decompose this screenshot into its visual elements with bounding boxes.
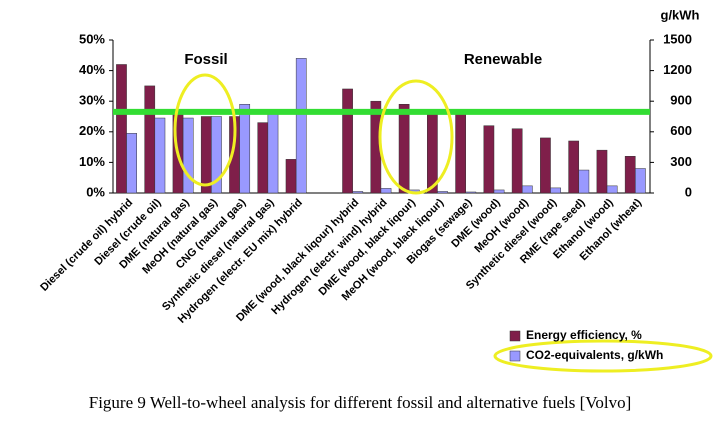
y-tick-label: 30%: [79, 93, 105, 108]
plot: 0%10%20%30%40%50%030060090012001500Diese…: [38, 31, 692, 325]
bar: [624, 156, 636, 194]
bar: [596, 149, 608, 194]
legend-label: Energy efficiency, %: [526, 328, 642, 342]
y2-tick-label: 1500: [663, 31, 692, 46]
y2-axis-label: g/kWh: [661, 7, 700, 22]
bar: [182, 117, 194, 194]
y-tick-label: 10%: [79, 154, 105, 169]
bar: [257, 122, 269, 194]
bar: [267, 110, 279, 194]
bar: [540, 137, 551, 194]
bar: [200, 116, 212, 194]
bar: [116, 64, 127, 194]
bar: [578, 169, 590, 194]
y2-tick-label: 0: [685, 184, 692, 199]
bar: [511, 128, 523, 194]
bar: [635, 168, 646, 194]
bar: [493, 189, 505, 194]
y2-tick-label: 600: [670, 123, 692, 138]
bar: [352, 191, 364, 194]
annotation: Fossil: [184, 51, 227, 68]
bar: [522, 185, 533, 194]
y2-tick-label: 900: [670, 93, 692, 108]
legend-swatch: [509, 350, 521, 362]
legend-box: [498, 322, 706, 372]
bar: [239, 104, 251, 194]
y-tick-label: 50%: [79, 31, 105, 46]
bar: [211, 116, 222, 194]
bar: [380, 188, 392, 194]
bar: [154, 117, 166, 194]
bar: [606, 185, 618, 194]
bar: [295, 58, 307, 194]
highlight-ellipse: [173, 73, 237, 187]
bar: [342, 88, 353, 194]
bar: [398, 104, 410, 194]
bar: [550, 187, 561, 194]
legend-label: CO2-equivalents, g/kWh: [526, 348, 663, 362]
bar: [437, 191, 448, 194]
highlight-ellipse: [378, 79, 454, 195]
bar: [455, 113, 466, 194]
legend-swatch: [509, 330, 521, 342]
bar: [285, 159, 297, 194]
bar: [427, 113, 438, 194]
y2-tick-label: 1200: [663, 62, 692, 77]
highlight-ellipse: [493, 339, 713, 373]
y-tick-label: 20%: [79, 123, 105, 138]
caption: Figure 9 Well-to-wheel analysis for diff…: [89, 393, 632, 412]
bar: [568, 140, 580, 194]
bar: [483, 125, 495, 194]
y-tick-label: 40%: [79, 62, 105, 77]
bar: [144, 85, 156, 194]
bar: [465, 191, 477, 194]
annotation: Renewable: [464, 51, 542, 68]
y-tick-label: 0%: [86, 184, 105, 199]
y2-tick-label: 300: [670, 154, 692, 169]
bar: [126, 133, 137, 194]
